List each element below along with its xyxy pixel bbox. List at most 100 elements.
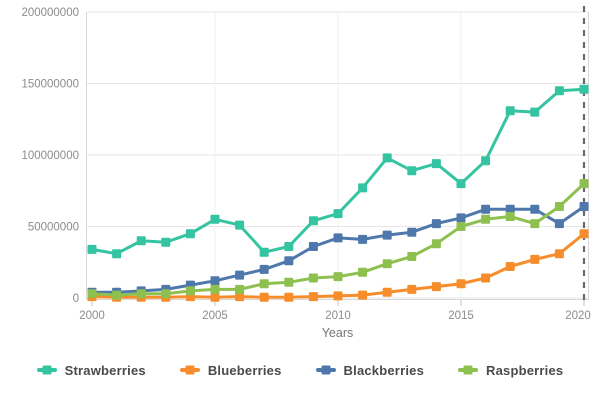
data-point-raspberries-2004[interactable] — [185, 286, 195, 296]
data-point-raspberries-2010[interactable] — [333, 272, 343, 282]
legend-line-marker-icon — [458, 365, 478, 375]
data-point-blackberries-2007[interactable] — [259, 264, 269, 274]
data-point-blueberries-2018[interactable] — [530, 254, 540, 264]
data-point-blackberries-2015[interactable] — [456, 213, 466, 223]
data-point-blackberries-2020[interactable] — [579, 202, 589, 211]
data-point-blueberries-2020[interactable] — [579, 229, 589, 239]
data-point-raspberries-2017[interactable] — [505, 212, 515, 221]
data-point-blackberries-2011[interactable] — [358, 234, 368, 244]
series-strawberries — [87, 84, 589, 259]
data-point-blackberries-2014[interactable] — [431, 219, 441, 229]
data-point-strawberries-2017[interactable] — [505, 106, 515, 116]
data-point-raspberries-2016[interactable] — [481, 214, 491, 224]
data-point-blackberries-2013[interactable] — [407, 227, 417, 237]
data-point-raspberries-2012[interactable] — [382, 259, 392, 269]
data-point-raspberries-2013[interactable] — [407, 252, 417, 261]
legend-item-strawberries[interactable]: Strawberries — [36, 362, 146, 378]
legend-square-icon — [321, 365, 331, 375]
data-point-raspberries-2019[interactable] — [554, 202, 564, 211]
y-tick-label: 200000000 — [21, 7, 79, 19]
data-point-blueberries-2015[interactable] — [456, 279, 466, 289]
data-point-raspberries-2000[interactable] — [87, 289, 97, 299]
legend-item-blackberries[interactable]: Blackberries — [315, 362, 424, 378]
data-point-blackberries-2005[interactable] — [210, 276, 220, 286]
data-point-blueberries-2012[interactable] — [382, 287, 392, 297]
data-point-strawberries-2013[interactable] — [407, 166, 417, 176]
data-point-strawberries-2010[interactable] — [333, 209, 343, 219]
data-point-blackberries-2019[interactable] — [554, 219, 564, 229]
x-axis-title: Years — [322, 326, 354, 340]
data-point-strawberries-2008[interactable] — [284, 242, 294, 251]
data-point-strawberries-2020[interactable] — [579, 84, 589, 94]
data-point-blackberries-2006[interactable] — [235, 270, 245, 280]
data-point-strawberries-2003[interactable] — [161, 237, 171, 247]
data-point-blueberries-2010[interactable] — [333, 291, 343, 301]
data-point-strawberries-2016[interactable] — [481, 156, 491, 166]
x-tick-label: 2010 — [325, 310, 351, 322]
data-point-strawberries-2011[interactable] — [358, 183, 368, 193]
legend-label: Raspberries — [486, 362, 564, 378]
data-point-blueberries-2009[interactable] — [308, 292, 318, 302]
legend-line-marker-icon — [179, 365, 200, 375]
data-point-strawberries-2000[interactable] — [87, 244, 97, 254]
data-point-blueberries-2007[interactable] — [259, 292, 269, 302]
legend-line-marker-icon — [315, 365, 336, 375]
data-point-blackberries-2009[interactable] — [308, 242, 318, 251]
legend-item-raspberries[interactable]: Raspberries — [458, 363, 563, 378]
data-point-blueberries-2006[interactable] — [235, 292, 245, 302]
data-point-blueberries-2005[interactable] — [210, 292, 220, 302]
data-point-strawberries-2009[interactable] — [308, 216, 318, 226]
data-point-raspberries-2015[interactable] — [456, 222, 466, 231]
y-tick-label: 150000000 — [21, 79, 79, 91]
data-point-blueberries-2013[interactable] — [407, 284, 417, 294]
data-point-raspberries-2002[interactable] — [136, 289, 146, 299]
data-point-strawberries-2019[interactable] — [554, 86, 564, 96]
data-point-blueberries-2011[interactable] — [358, 290, 368, 300]
data-point-strawberries-2004[interactable] — [185, 229, 195, 239]
data-point-strawberries-2014[interactable] — [431, 159, 441, 169]
data-point-blackberries-2018[interactable] — [530, 204, 540, 214]
data-point-blueberries-2014[interactable] — [431, 282, 441, 292]
data-point-raspberries-2018[interactable] — [530, 219, 540, 229]
data-point-raspberries-2009[interactable] — [308, 273, 318, 283]
data-point-blackberries-2008[interactable] — [284, 256, 294, 266]
data-point-raspberries-2011[interactable] — [358, 267, 368, 277]
data-point-strawberries-2015[interactable] — [456, 179, 466, 189]
data-point-strawberries-2007[interactable] — [259, 247, 269, 257]
data-point-raspberries-2006[interactable] — [235, 284, 245, 294]
y-tick-label: 0 — [73, 293, 79, 305]
data-point-strawberries-2012[interactable] — [382, 153, 392, 163]
x-tick-label: 2015 — [448, 310, 474, 322]
y-tick-label: 100000000 — [21, 150, 79, 162]
data-point-blackberries-2012[interactable] — [382, 230, 392, 240]
data-point-raspberries-2008[interactable] — [284, 277, 294, 287]
data-point-raspberries-2001[interactable] — [112, 290, 122, 300]
data-point-blackberries-2016[interactable] — [481, 204, 491, 214]
data-point-raspberries-2003[interactable] — [161, 289, 171, 299]
series-raspberries — [87, 179, 589, 300]
data-point-strawberries-2002[interactable] — [136, 236, 146, 246]
data-point-raspberries-2005[interactable] — [210, 284, 220, 294]
legend-item-blueberries[interactable]: Blueberries — [179, 362, 282, 378]
legend-label: Blackberries — [343, 362, 424, 378]
data-point-raspberries-2007[interactable] — [259, 279, 269, 289]
data-point-blackberries-2017[interactable] — [505, 204, 515, 214]
data-point-strawberries-2005[interactable] — [210, 214, 220, 224]
legend-label: Strawberries — [64, 362, 146, 378]
data-point-strawberries-2001[interactable] — [112, 249, 122, 259]
chart-legend: Strawberries Blueberries Blackberries Raspb… — [0, 356, 600, 384]
data-point-raspberries-2014[interactable] — [431, 239, 441, 249]
data-point-blueberries-2017[interactable] — [505, 262, 515, 271]
y-tick-label: 50000000 — [28, 222, 79, 234]
data-point-blueberries-2019[interactable] — [554, 249, 564, 259]
data-point-blueberries-2008[interactable] — [284, 292, 294, 302]
data-point-strawberries-2018[interactable] — [530, 107, 540, 117]
data-point-blueberries-2016[interactable] — [481, 273, 491, 283]
data-point-strawberries-2006[interactable] — [235, 220, 245, 230]
legend-label: Blueberries — [207, 362, 282, 378]
legend-square-icon — [42, 365, 52, 375]
data-point-blackberries-2010[interactable] — [333, 233, 343, 243]
data-point-raspberries-2020[interactable] — [579, 179, 589, 189]
x-tick-label: 2005 — [202, 310, 228, 322]
